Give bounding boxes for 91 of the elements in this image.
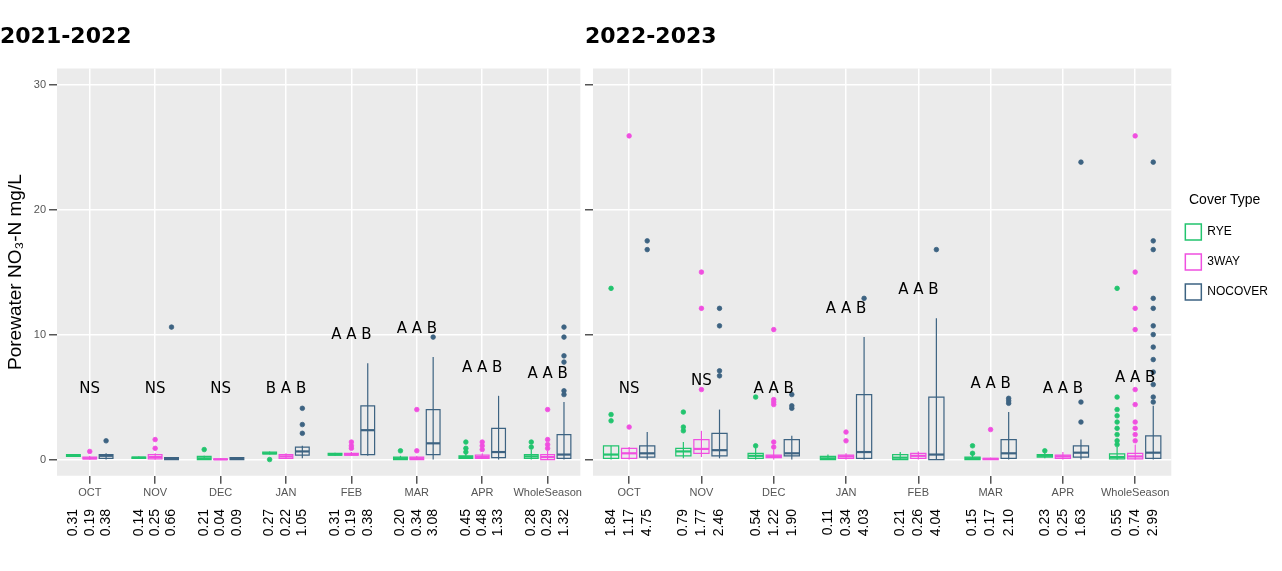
annotation: A A B xyxy=(970,373,1011,392)
annotation: A A B xyxy=(1042,379,1084,398)
text: 0.38 xyxy=(96,509,113,537)
text: 0.25 xyxy=(146,509,163,537)
text: 0.25 xyxy=(1053,509,1070,537)
text: 0.34 xyxy=(407,509,424,537)
text: 4.04 xyxy=(927,509,944,537)
text: 2.99 xyxy=(1144,509,1161,537)
text: 0.34 xyxy=(836,509,853,537)
text: 0.22 xyxy=(276,509,293,537)
x-tick-label: FEB xyxy=(907,486,930,499)
text: 0.45 xyxy=(456,509,473,537)
annotation: A A B xyxy=(527,363,568,382)
x-tick-label: DEC xyxy=(762,486,786,499)
chart-title: 2021-2022 xyxy=(0,22,132,48)
text: 1.90 xyxy=(782,509,799,537)
text: 0.66 xyxy=(162,509,179,537)
x-tick-label: MAR xyxy=(404,486,430,499)
text: 0.48 xyxy=(473,509,490,537)
y-tick-label: 0 xyxy=(39,452,47,465)
text: 0.74 xyxy=(1126,509,1143,537)
annotation: NS xyxy=(691,371,712,390)
legend-label: 3WAY xyxy=(1207,254,1240,269)
annotation: NS xyxy=(79,379,101,398)
x-tick-label: FEB xyxy=(340,486,363,499)
x-tick-label: MAR xyxy=(978,486,1003,499)
x-tick-label: APR xyxy=(1051,486,1075,499)
text: 1.32 xyxy=(554,509,571,537)
text: 1.84 xyxy=(601,509,618,537)
chart-title: 2022-2023 xyxy=(585,22,717,48)
x-tick-label: NOV xyxy=(689,486,715,499)
text: 4.75 xyxy=(638,509,655,537)
y-tick-label: 30 xyxy=(33,77,47,90)
text: 0.09 xyxy=(227,509,244,537)
x-tick-label: OCT xyxy=(617,486,642,499)
text: 0.26 xyxy=(909,509,926,537)
text: 1.22 xyxy=(764,509,781,537)
text: 0.14 xyxy=(129,509,146,537)
annotation: A A B xyxy=(753,379,794,398)
text: 0.15 xyxy=(963,509,980,537)
text: 0.19 xyxy=(342,509,359,537)
x-tick-label: OCT xyxy=(78,486,102,499)
x-tick-label: JAN xyxy=(275,486,297,499)
text: 0.29 xyxy=(538,509,555,537)
text: 0.28 xyxy=(522,509,539,537)
text: 0.21 xyxy=(195,509,212,537)
text: 0.20 xyxy=(391,509,408,537)
annotation: NS xyxy=(144,379,166,398)
y-tick-label: 10 xyxy=(33,327,47,340)
text: 1.17 xyxy=(620,509,636,537)
text: 0.11 xyxy=(818,509,835,536)
annotation: NS xyxy=(210,379,231,398)
legend-label: NOCOVER xyxy=(1207,284,1269,299)
text: 0.27 xyxy=(260,509,277,537)
annotation: A A B xyxy=(898,280,939,299)
text: 0.17 xyxy=(981,509,998,537)
text: 2.46 xyxy=(710,509,727,537)
annotation: A A B xyxy=(331,325,372,344)
y-axis-title: Porewater NO₃-N mg/L xyxy=(3,174,25,370)
annotation: A A B xyxy=(396,318,437,337)
text: 0.55 xyxy=(1107,509,1124,537)
text: 1.05 xyxy=(293,509,310,537)
x-tick-label: WholeSeason xyxy=(513,486,582,499)
text: 0.31 xyxy=(325,509,342,537)
text: 1.77 xyxy=(692,509,709,537)
x-tick-label: APR xyxy=(470,486,494,499)
x-tick-label: NOV xyxy=(143,486,168,499)
annotation: B A B xyxy=(265,379,307,398)
text: 0.54 xyxy=(746,509,763,537)
text: 0.04 xyxy=(211,509,228,537)
text: 0.23 xyxy=(1035,509,1052,537)
annotation: A A B xyxy=(825,298,867,317)
text: 3.08 xyxy=(424,509,441,537)
legend-title: Cover Type xyxy=(1188,190,1261,207)
text: 0.79 xyxy=(674,509,691,537)
text: 0.31 xyxy=(64,509,81,537)
annotation: A A B xyxy=(462,357,503,376)
text: 1.63 xyxy=(1071,509,1088,537)
text: 0.19 xyxy=(80,509,97,537)
x-tick-label: DEC xyxy=(208,486,233,499)
text: 0.38 xyxy=(358,509,375,537)
text: 2.10 xyxy=(999,509,1016,537)
text: 0.21 xyxy=(891,509,908,537)
y-tick-label: 20 xyxy=(33,202,47,215)
x-tick-label: WholeSeason xyxy=(1100,486,1170,499)
text: 1.33 xyxy=(489,509,506,537)
text: 4.03 xyxy=(854,509,871,537)
legend-label: RYE xyxy=(1207,224,1232,239)
annotation: A A B xyxy=(1115,367,1156,386)
x-tick-label: JAN xyxy=(835,486,857,499)
annotation: NS xyxy=(618,379,640,398)
